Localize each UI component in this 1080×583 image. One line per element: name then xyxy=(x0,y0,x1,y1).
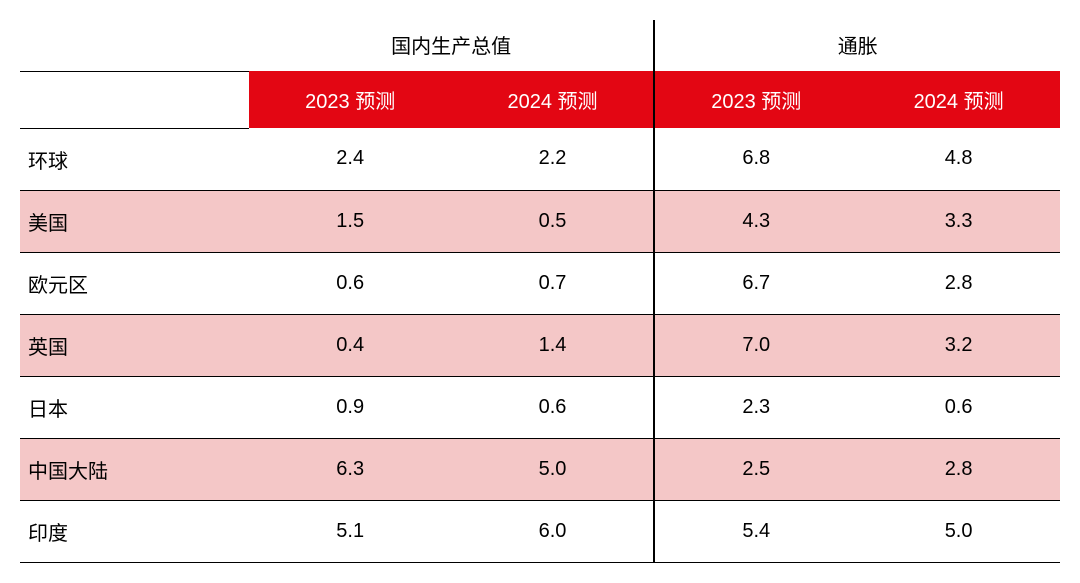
cell-gdp-2023: 5.1 xyxy=(249,500,452,562)
cell-inf-2023: 4.3 xyxy=(654,190,857,252)
cell-gdp-2024: 0.7 xyxy=(452,252,655,314)
cell-gdp-2024: 5.0 xyxy=(452,438,655,500)
sub-header-inf-2024: 2024 预测 xyxy=(857,71,1060,128)
cell-gdp-2024: 6.0 xyxy=(452,500,655,562)
cell-inf-2023: 2.5 xyxy=(654,438,857,500)
table-row: 日本0.90.62.30.6 xyxy=(20,376,1060,438)
row-label: 欧元区 xyxy=(20,252,249,314)
cell-inf-2024: 3.2 xyxy=(857,314,1060,376)
cell-inf-2024: 2.8 xyxy=(857,438,1060,500)
cell-inf-2024: 2.8 xyxy=(857,252,1060,314)
cell-gdp-2023: 6.3 xyxy=(249,438,452,500)
cell-inf-2024: 4.8 xyxy=(857,128,1060,190)
row-label: 印度 xyxy=(20,500,249,562)
sub-header-gdp-2023: 2023 预测 xyxy=(249,71,452,128)
sub-header-row: 2023 预测 2024 预测 2023 预测 2024 预测 xyxy=(20,71,1060,128)
cell-inf-2023: 6.8 xyxy=(654,128,857,190)
table-row: 英国0.41.47.03.2 xyxy=(20,314,1060,376)
cell-gdp-2023: 0.4 xyxy=(249,314,452,376)
cell-inf-2023: 7.0 xyxy=(654,314,857,376)
cell-inf-2023: 2.3 xyxy=(654,376,857,438)
cell-gdp-2024: 2.2 xyxy=(452,128,655,190)
forecast-table: 国内生产总值 通胀 2023 预测 2024 预测 2023 预测 2024 预… xyxy=(20,20,1060,563)
cell-gdp-2024: 1.4 xyxy=(452,314,655,376)
row-label: 英国 xyxy=(20,314,249,376)
table-row: 中国大陆6.35.02.52.8 xyxy=(20,438,1060,500)
group-header-row: 国内生产总值 通胀 xyxy=(20,20,1060,71)
forecast-table-container: 国内生产总值 通胀 2023 预测 2024 预测 2023 预测 2024 预… xyxy=(20,20,1060,563)
row-label: 环球 xyxy=(20,128,249,190)
cell-gdp-2023: 2.4 xyxy=(249,128,452,190)
sub-header-gdp-2024: 2024 预测 xyxy=(452,71,655,128)
row-label: 美国 xyxy=(20,190,249,252)
row-label: 日本 xyxy=(20,376,249,438)
cell-inf-2024: 5.0 xyxy=(857,500,1060,562)
cell-gdp-2023: 0.9 xyxy=(249,376,452,438)
cell-gdp-2023: 1.5 xyxy=(249,190,452,252)
cell-gdp-2024: 0.5 xyxy=(452,190,655,252)
cell-inf-2024: 3.3 xyxy=(857,190,1060,252)
table-row: 欧元区0.60.76.72.8 xyxy=(20,252,1060,314)
cell-inf-2024: 0.6 xyxy=(857,376,1060,438)
table-row: 美国1.50.54.33.3 xyxy=(20,190,1060,252)
group-header-inflation: 通胀 xyxy=(654,20,1060,71)
row-label: 中国大陆 xyxy=(20,438,249,500)
cell-gdp-2024: 0.6 xyxy=(452,376,655,438)
group-header-blank xyxy=(20,20,249,71)
cell-gdp-2023: 0.6 xyxy=(249,252,452,314)
group-header-gdp: 国内生产总值 xyxy=(249,20,655,71)
table-row: 印度5.16.05.45.0 xyxy=(20,500,1060,562)
sub-header-inf-2023: 2023 预测 xyxy=(654,71,857,128)
cell-inf-2023: 5.4 xyxy=(654,500,857,562)
cell-inf-2023: 6.7 xyxy=(654,252,857,314)
table-body: 环球2.42.26.84.8美国1.50.54.33.3欧元区0.60.76.7… xyxy=(20,128,1060,562)
sub-header-blank xyxy=(20,71,249,128)
table-row: 环球2.42.26.84.8 xyxy=(20,128,1060,190)
